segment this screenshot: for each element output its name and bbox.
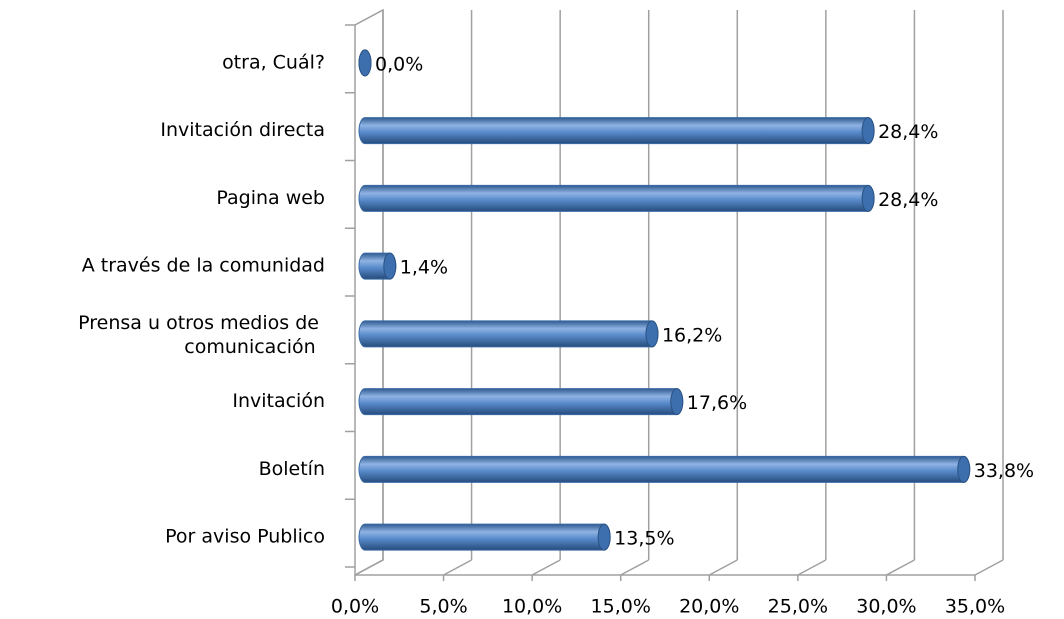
y-tick-label: Invitación directa [160,119,325,141]
floor-line [354,559,384,576]
x-tick-label: 0,0% [331,596,379,618]
floor-line [797,559,827,576]
label-line: comunicación [184,335,315,357]
bar-cap [957,455,971,483]
y-tick-label: A través de la comunidad [82,255,325,277]
floor-line [974,559,1004,576]
bar-cap [670,388,684,416]
floor-line [708,559,738,576]
y-tick-label: Por aviso Publico [165,526,325,548]
bar-cap [597,523,611,551]
bar [358,455,971,483]
data-label: 13,5% [614,528,674,550]
x-tick-label: 5,0% [419,596,467,618]
y-tick-label: Prensa u otros medios de comunicación [78,311,325,357]
bar [358,320,659,348]
bar-cap [645,320,659,348]
data-label: 28,4% [878,189,938,211]
y-tick-label: Boletín [259,458,325,480]
data-label: 28,4% [878,121,938,143]
x-tick-label: 25,0% [768,596,828,618]
y-tick-label: otra, Cuál? [222,51,325,73]
side-wall [354,8,384,577]
y-tick-label: Invitación [232,390,325,412]
bar-cap [861,117,875,145]
bar [358,523,611,551]
x-tick-label: 30,0% [856,596,916,618]
data-label: 17,6% [687,392,747,414]
data-label: 0,0% [375,53,423,75]
bar-cap [861,184,875,212]
floor-line [886,559,915,576]
x-tick-label: 20,0% [679,596,739,618]
bar-cap [383,252,397,280]
x-tick-label: 15,0% [591,596,651,618]
floor-line [620,559,650,576]
x-tick-label: 35,0% [945,596,1005,618]
bar [358,184,875,212]
data-label: 16,2% [662,324,722,346]
y-tick-label: Pagina web [216,187,325,209]
bar-cap [358,49,372,77]
bar [358,388,684,416]
floor-line [531,559,561,576]
floor-line [443,559,472,576]
label-line: Prensa u otros medios de [78,311,325,333]
data-label: 33,8% [974,460,1034,482]
data-label: 1,4% [400,257,448,279]
x-tick-label: 10,0% [502,596,562,618]
bar [358,117,875,145]
